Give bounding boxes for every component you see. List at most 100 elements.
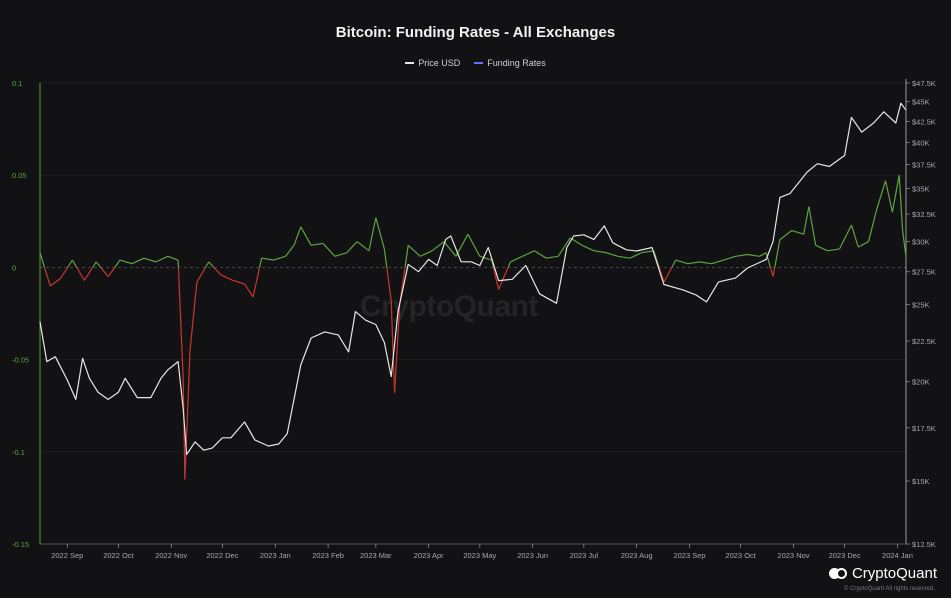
funding-segment-60b (671, 259, 677, 268)
funding-segment-75 (815, 244, 828, 252)
copyright-text: © CryptoQuant All rights reserved. (843, 586, 935, 592)
right-tick-label-8: $27.5K (912, 268, 936, 277)
funding-segment-34a (383, 248, 388, 268)
funding-segment-41 (443, 241, 457, 257)
legend-label-price: Price USD (418, 58, 461, 68)
funding-segment-13 (182, 378, 186, 480)
funding-segment-14 (184, 350, 191, 480)
chart-title: Bitcoin: Funding Rates - All Exchanges (335, 24, 616, 41)
legend-swatch-price (405, 62, 415, 64)
funding-segment-34b (386, 267, 392, 301)
x-tick-label-0: 2022 Sep (51, 551, 83, 560)
legend-item-price[interactable]: Price USD (405, 58, 460, 68)
funding-segment-40 (431, 241, 445, 252)
right-tick-label-5: $35K (912, 184, 930, 193)
right-tick-label-1: $45K (912, 98, 930, 107)
price-layer (39, 102, 907, 456)
funding-segment-71 (779, 230, 793, 241)
funding-segment-51 (557, 237, 571, 257)
funding-segment-69b (769, 267, 774, 277)
funding-segment-4b (92, 261, 97, 268)
funding-segment-9 (143, 257, 157, 263)
funding-segment-76 (827, 248, 840, 252)
funding-segment-77 (838, 224, 852, 250)
funding-segment-32 (368, 217, 377, 251)
funding-segment-16a (196, 267, 207, 283)
funding-segment-19 (232, 279, 245, 285)
funding-segment-20 (244, 283, 254, 298)
legend-label-funding: Funding Rates (487, 58, 546, 68)
x-tick-label-10: 2023 Jul (570, 551, 599, 560)
funding-segment-3a (71, 259, 78, 268)
funding-segment-62 (687, 261, 700, 265)
funding-segment-21a (252, 267, 261, 298)
funding-segment-3b (76, 267, 85, 281)
right-tick-label-0: $47.5K (912, 79, 936, 88)
funding-segment-23 (273, 255, 286, 261)
legend-item-funding[interactable]: Funding Rates (474, 58, 546, 68)
funding-segment-70b (774, 239, 781, 268)
right-tick-label-10: $22.5K (912, 337, 936, 346)
funding-segment-10 (155, 255, 169, 263)
funding-segment-17a (208, 261, 215, 268)
brand-name: CryptoQuant (851, 565, 937, 582)
funding-segment-2b (67, 259, 73, 268)
watermark: CryptoQuant (360, 290, 538, 323)
legend-swatch-funding (474, 62, 484, 64)
right-tick-label-11: $20K (912, 378, 930, 387)
funding-segment-48 (522, 250, 535, 257)
funding-segment-59a (653, 250, 660, 268)
funding-segment-85 (901, 230, 907, 257)
funding-segment-63 (699, 261, 712, 265)
right-tick-label-4: $37.5K (912, 161, 936, 170)
funding-segment-84 (898, 175, 904, 231)
x-tick-label-16: 2024 Jan (882, 551, 913, 560)
funding-segment-56 (617, 255, 630, 259)
funding-segment-6a (107, 267, 116, 277)
funding-segment-81 (876, 180, 887, 209)
funding-segment-38 (407, 244, 421, 257)
x-tick-label-14: 2023 Nov (777, 551, 809, 560)
funding-segment-57 (629, 252, 643, 259)
funding-segment-24 (285, 244, 295, 257)
funding-segment-22 (261, 257, 274, 261)
funding-layer (39, 175, 907, 480)
funding-segment-35 (390, 300, 396, 393)
x-tick-label-6: 2023 Mar (360, 551, 392, 560)
right-tick-label-12: $17.5K (912, 424, 936, 433)
funding-segment-44 (479, 255, 492, 261)
funding-segment-18 (220, 274, 233, 281)
funding-segment-5b (100, 267, 109, 277)
x-tick-label-4: 2023 Jan (260, 551, 291, 560)
x-tick-label-5: 2023 Feb (312, 551, 344, 560)
funding-segment-11 (167, 255, 179, 261)
funding-segment-67 (747, 253, 760, 257)
axis-layer (39, 79, 907, 545)
funding-segment-28 (322, 243, 336, 257)
x-tick-label-12: 2023 Sep (673, 551, 705, 560)
funding-segment-6b (114, 259, 121, 268)
funding-segment-5a (95, 261, 102, 268)
x-tick-label-9: 2023 Jun (517, 551, 548, 560)
right-tick-label-7: $30K (912, 238, 930, 247)
funding-segment-65 (723, 255, 736, 261)
funding-segment-36 (393, 304, 401, 393)
funding-segment-73 (803, 206, 810, 235)
right-tick-label-6: $32.5K (912, 210, 936, 219)
brand-logo-wordmark: CryptoQuant (828, 565, 937, 582)
funding-segment-0b (43, 267, 51, 287)
funding-segment-61 (675, 259, 688, 265)
cryptoquant-logo-icon (828, 567, 847, 581)
funding-segment-33 (375, 217, 385, 250)
funding-segment-15 (189, 282, 198, 351)
funding-segment-78 (850, 224, 859, 248)
tick-layer: 0.1 0.05 0 -0.05 -0.1 -0.15 $47.5K $45K $42.5K $4… (12, 79, 936, 560)
x-tick-label-2: 2022 Nov (155, 551, 187, 560)
funding-segment-66 (735, 253, 748, 257)
funding-segment-83 (891, 175, 900, 213)
price-line (39, 102, 907, 456)
funding-segment-55 (605, 252, 619, 257)
x-tick-label-3: 2022 Dec (206, 551, 238, 560)
funding-segment-59b (658, 267, 665, 283)
funding-segment-74 (808, 206, 817, 246)
